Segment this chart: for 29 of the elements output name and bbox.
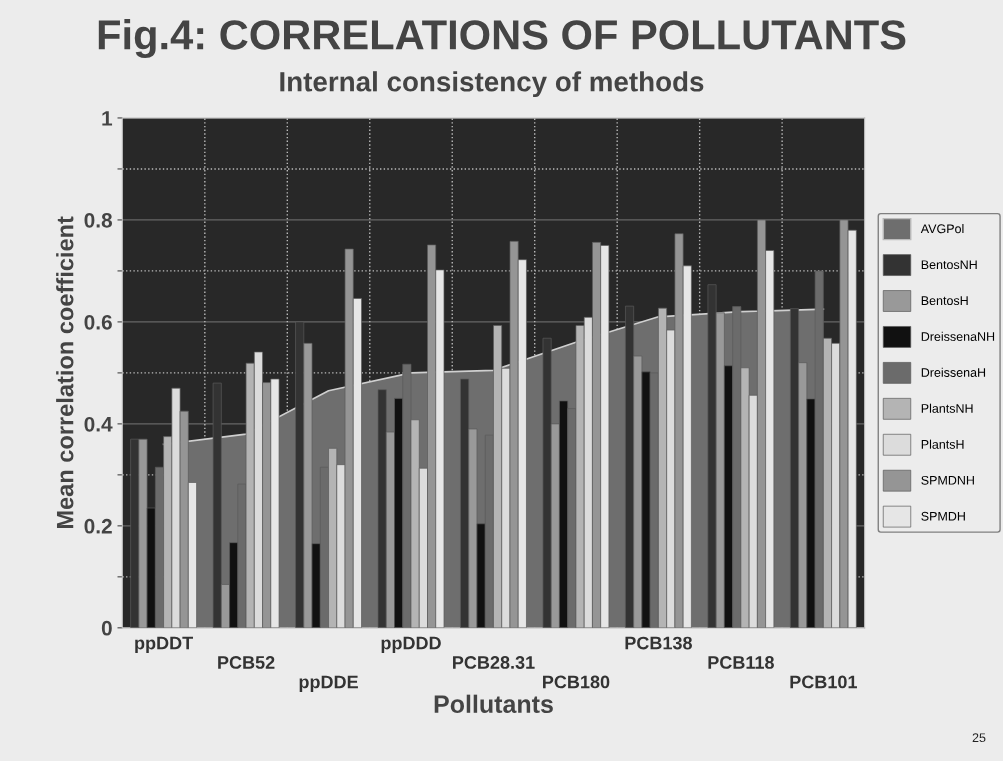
legend-label: PlantsNH (921, 403, 973, 413)
legend-label: DreissenaH (921, 367, 986, 377)
text: 25 (972, 733, 986, 743)
chart-title: Fig.4: CORRELATIONS OF POLLUTANTS (98, 19, 906, 59)
legend-label: DreissenaNH (921, 331, 995, 341)
x-tick-label: PCB28.31 (453, 656, 535, 669)
y-tick-label: 0.8 (84, 212, 113, 228)
y-tick-label: 0.2 (84, 518, 112, 534)
x-tick-label: PCB52 (218, 656, 275, 669)
legend-label: AVGPol (920, 223, 964, 234)
x-tick-label: PCB138 (625, 636, 692, 650)
x-axis-title: Pollutants (434, 694, 553, 714)
legend-label: SPMDNH (921, 475, 974, 485)
x-tick-label: ppDDD (381, 636, 441, 653)
legend-label: PlantsH (921, 439, 964, 449)
legend-label: SPMDH (921, 511, 965, 521)
y-tick-label: 1 (102, 111, 113, 126)
y-tick-label: 0.4 (84, 416, 113, 432)
x-tick-label: ppDDT (135, 636, 193, 653)
y-tick-label: 0 (101, 620, 112, 636)
y-axis-title: Mean correlation coefficient (56, 216, 74, 529)
x-tick-label: PCB180 (543, 675, 610, 689)
legend-label: BentosH (921, 296, 968, 306)
x-tick-label: PCB101 (790, 675, 857, 689)
legend-label: BentosNH (921, 260, 977, 270)
y-tick-label: 0.6 (84, 314, 112, 330)
x-tick-label: PCB118 (708, 656, 774, 669)
x-tick-label: ppDDE (299, 675, 358, 692)
chart-subtitle: Internal consistency of methods (280, 71, 704, 98)
